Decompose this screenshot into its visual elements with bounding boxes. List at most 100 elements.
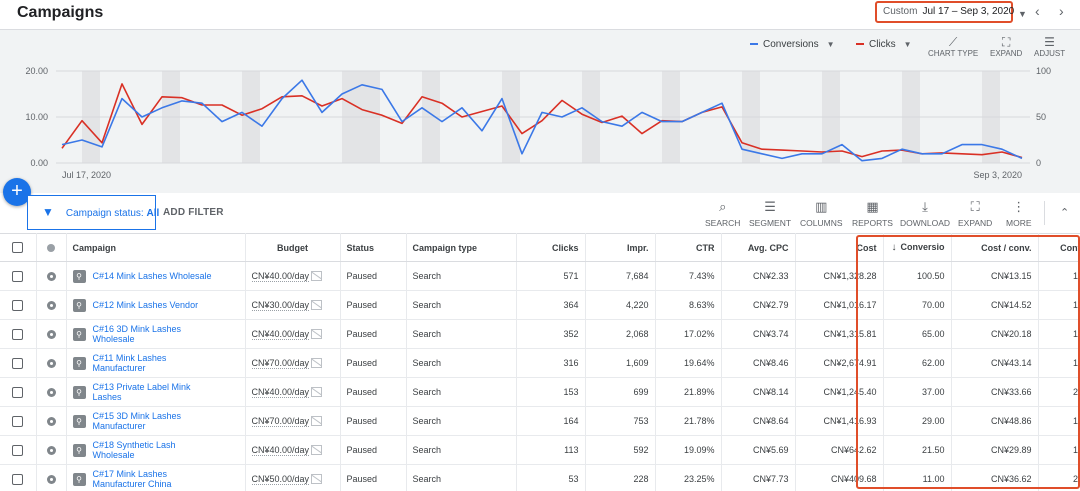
row-status-cell[interactable] — [36, 435, 67, 465]
budget-value[interactable]: CN¥40.00/day — [251, 386, 310, 398]
budget-cell: CN¥40.00/day — [245, 319, 341, 349]
paused-status-icon[interactable] — [46, 272, 56, 282]
row-select-cell[interactable] — [0, 348, 37, 378]
search-button[interactable]: ⌕ SEARCH — [705, 199, 740, 228]
x-start-label: Jul 17, 2020 — [62, 170, 111, 180]
paused-status-icon[interactable] — [46, 330, 56, 340]
campaign-link[interactable]: C#14 Mink Lashes Wholesale — [92, 271, 212, 281]
budget-value[interactable]: CN¥40.00/day — [251, 444, 310, 456]
campaign-link[interactable]: C#13 Private Label Mink Lashes — [92, 382, 191, 402]
row-status-cell[interactable] — [36, 377, 67, 407]
add-filter-button[interactable]: ADD FILTER — [163, 207, 224, 218]
row-checkbox[interactable] — [12, 328, 24, 340]
column-header-budget[interactable]: Budget — [245, 233, 341, 262]
column-header-status[interactable]: Status — [340, 233, 407, 262]
chart-expand-button[interactable]: ⛶ EXPAND — [990, 35, 1022, 58]
row-checkbox[interactable] — [12, 357, 24, 369]
clicks-cell: 316 — [516, 348, 586, 378]
row-checkbox[interactable] — [12, 299, 24, 311]
segment-button[interactable]: ☰ SEGMENT — [749, 199, 791, 228]
row-status-cell[interactable] — [36, 319, 67, 349]
budget-chart-icon[interactable] — [311, 445, 323, 456]
column-header-ctr[interactable]: CTR — [655, 233, 722, 262]
budget-value[interactable]: CN¥30.00/day — [251, 299, 310, 311]
paused-status-icon[interactable] — [46, 301, 56, 311]
campaign-link[interactable]: C#17 Mink Lashes Manufacturer China — [92, 469, 172, 489]
row-select-cell[interactable] — [0, 319, 37, 349]
chart-adjust-button[interactable]: ☰ ADJUST — [1034, 35, 1065, 58]
previous-period-icon[interactable]: ‹ — [1035, 3, 1040, 19]
more-button[interactable]: ⋮ MORE — [1006, 199, 1032, 228]
campaign-cell: ⚲ C#15 3D Mink Lashes Manufacturer — [66, 406, 246, 436]
paused-status-icon[interactable] — [46, 475, 56, 485]
row-select-cell[interactable] — [0, 406, 37, 436]
budget-chart-icon[interactable] — [311, 416, 323, 427]
chart-type-button[interactable]: ⟋ CHART TYPE — [928, 35, 978, 58]
row-select-cell[interactable] — [0, 377, 37, 407]
budget-chart-icon[interactable] — [311, 329, 323, 340]
paused-status-icon[interactable] — [46, 388, 56, 398]
row-checkbox[interactable] — [12, 415, 24, 427]
reports-button[interactable]: ▦ REPORTS — [852, 199, 893, 228]
column-header-cost-per-conv[interactable]: Cost / conv. — [951, 233, 1039, 262]
row-status-cell[interactable] — [36, 348, 67, 378]
campaign-link[interactable]: C#18 Synthetic Lash Wholesale — [92, 440, 176, 460]
row-status-cell[interactable] — [36, 464, 67, 491]
next-period-icon[interactable]: › — [1059, 3, 1064, 19]
column-header-cost[interactable]: Cost — [795, 233, 884, 262]
campaign-link[interactable]: C#12 Mink Lashes Vendor — [92, 300, 199, 310]
column-header-campaign[interactable]: Campaign — [66, 233, 246, 262]
budget-chart-icon[interactable] — [311, 300, 323, 311]
column-header-conv-rate[interactable]: Conv. rate — [1038, 233, 1080, 262]
budget-cell: CN¥40.00/day — [245, 377, 341, 407]
row-status-cell[interactable] — [36, 290, 67, 320]
column-header-campaign-type[interactable]: Campaign type — [406, 233, 517, 262]
row-checkbox[interactable] — [12, 444, 24, 456]
search-campaign-icon: ⚲ — [72, 472, 86, 486]
row-select-cell[interactable] — [0, 464, 37, 491]
campaign-link[interactable]: C#15 3D Mink Lashes Manufacturer — [92, 411, 182, 431]
budget-value[interactable]: CN¥70.00/day — [251, 357, 310, 369]
budget-chart-icon[interactable] — [311, 358, 323, 369]
row-checkbox[interactable] — [12, 473, 24, 485]
select-all-checkbox[interactable] — [12, 242, 24, 254]
budget-value[interactable]: CN¥70.00/day — [251, 415, 310, 427]
budget-value[interactable]: CN¥40.00/day — [251, 270, 310, 282]
legend-clicks[interactable]: Clicks ▼ — [856, 39, 912, 50]
row-status-cell[interactable] — [36, 406, 67, 436]
row-checkbox[interactable] — [12, 270, 24, 282]
expand-table-button[interactable]: ⛶ EXPAND — [958, 199, 992, 228]
row-checkbox[interactable] — [12, 386, 24, 398]
budget-chart-icon[interactable] — [311, 387, 323, 398]
budget-chart-icon[interactable] — [311, 474, 323, 485]
column-header-clicks[interactable]: Clicks — [516, 233, 586, 262]
row-status-cell[interactable] — [36, 261, 67, 291]
conversions-series-line — [61, 79, 1023, 162]
legend-conversions[interactable]: Conversions ▼ — [750, 39, 835, 50]
campaign-link[interactable]: C#11 Mink Lashes Manufacturer — [92, 353, 167, 373]
row-select-cell[interactable] — [0, 290, 37, 320]
campaign-link[interactable]: C#16 3D Mink Lashes Wholesale — [92, 324, 182, 344]
paused-status-icon[interactable] — [46, 359, 56, 369]
date-dropdown-icon[interactable]: ▼ — [1018, 9, 1027, 19]
paused-status-icon[interactable] — [46, 446, 56, 456]
collapse-chevron-icon[interactable]: ⌃ — [1060, 207, 1070, 219]
column-header-avg-cpc[interactable]: Avg. CPC — [721, 233, 796, 262]
column-header-impr[interactable]: Impr. — [585, 233, 656, 262]
cost-per-conv-cell: CN¥13.15 — [951, 261, 1039, 291]
column-header-conversions[interactable]: ↓ Conversio — [883, 233, 952, 262]
campaign-type-cell: Search — [406, 290, 517, 320]
budget-chart-icon[interactable] — [311, 271, 323, 282]
paused-status-icon[interactable] — [46, 417, 56, 427]
row-select-cell[interactable] — [0, 261, 37, 291]
budget-value[interactable]: CN¥40.00/day — [251, 328, 310, 340]
budget-value[interactable]: CN¥50.00/day — [251, 473, 310, 485]
select-all-cell[interactable] — [0, 233, 37, 262]
add-campaign-button[interactable]: + — [3, 178, 31, 206]
download-button[interactable]: ⤓ DOWNLOAD — [900, 199, 950, 228]
date-range-picker[interactable]: Custom Jul 17 – Sep 3, 2020 — [875, 1, 1014, 23]
campaign-status-filter[interactable]: ▼ Campaign status: All — [27, 195, 159, 230]
columns-button[interactable]: ▥ COLUMNS — [800, 199, 843, 228]
search-label: SEARCH — [705, 218, 741, 228]
row-select-cell[interactable] — [0, 435, 37, 465]
